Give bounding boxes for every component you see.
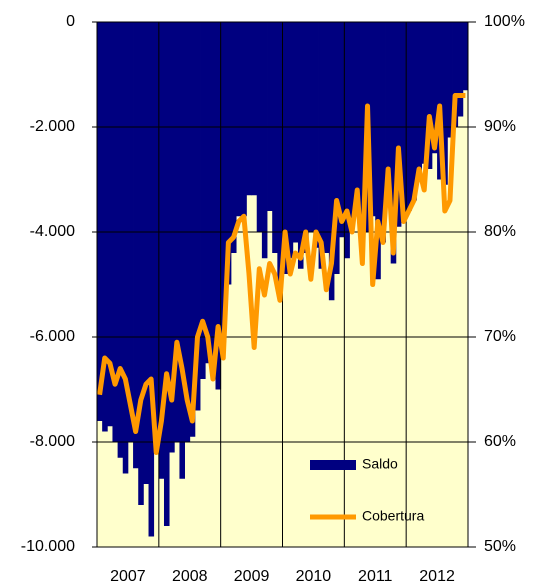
- bar: [452, 22, 459, 127]
- bar: [313, 22, 319, 248]
- bar: [359, 22, 366, 222]
- bar: [390, 22, 397, 264]
- x-tick-label: 2008: [172, 568, 208, 585]
- bar: [421, 22, 428, 164]
- y-tick-label: -4.000: [30, 223, 75, 240]
- bar: [375, 22, 381, 280]
- bar: [148, 22, 155, 537]
- y2-tick-label: 70%: [484, 328, 516, 345]
- bar: [97, 22, 103, 421]
- bar: [406, 22, 412, 211]
- bar: [251, 22, 258, 196]
- x-tick-label: 2011: [358, 568, 393, 585]
- bar: [210, 22, 216, 364]
- bar: [163, 22, 170, 526]
- bar: [261, 22, 268, 259]
- plot-frame: [96, 21, 469, 548]
- bar: [395, 22, 402, 227]
- bar: [416, 22, 423, 180]
- x-tick-label: 2010: [296, 568, 332, 585]
- y-tick-label: -10.000: [21, 538, 75, 555]
- bar: [241, 22, 247, 217]
- bar: [236, 22, 242, 217]
- bar: [447, 22, 453, 138]
- bar: [411, 22, 417, 201]
- bar: [117, 22, 124, 458]
- legend-label: Cobertura: [362, 508, 424, 524]
- bar: [153, 22, 160, 448]
- bar: [205, 22, 211, 364]
- bar: [200, 22, 206, 379]
- bar: [220, 22, 227, 343]
- y-tick-label: -8.000: [30, 433, 75, 450]
- y2-tick-label: 60%: [484, 433, 516, 450]
- bar: [158, 22, 165, 479]
- y-tick-label: -2.000: [30, 118, 75, 135]
- bar: [267, 22, 273, 211]
- bar: [225, 22, 232, 285]
- bar: [349, 22, 356, 222]
- x-tick-label: 2012: [419, 568, 455, 585]
- bar: [431, 22, 438, 154]
- y2-tick-label: 80%: [484, 223, 516, 240]
- bar: [282, 22, 289, 274]
- y2-tick-label: 100%: [484, 13, 525, 30]
- legend-label: Saldo: [362, 456, 398, 472]
- bar: [297, 22, 304, 269]
- bar: [339, 22, 345, 238]
- bar: [194, 22, 201, 411]
- bar: [143, 22, 149, 484]
- bar: [334, 22, 340, 274]
- bar: [230, 22, 237, 253]
- bar: [138, 22, 144, 505]
- bar: [442, 22, 448, 185]
- x-tick-label: 2009: [234, 568, 270, 585]
- bar: [401, 22, 407, 217]
- bar: [344, 22, 350, 259]
- y2-tick-label: 90%: [484, 118, 516, 135]
- bar: [215, 22, 222, 390]
- bar: [354, 22, 361, 211]
- bar: [179, 22, 185, 479]
- bar: [462, 22, 469, 91]
- bar: [437, 22, 443, 180]
- legend-swatch: [310, 460, 356, 470]
- bar: [292, 22, 299, 243]
- bar: [323, 22, 330, 253]
- bar: [107, 22, 113, 427]
- bar: [380, 22, 386, 243]
- line: [97, 93, 466, 455]
- bar: [272, 22, 278, 253]
- bar: [287, 22, 294, 259]
- y-tick-label: -6.000: [30, 328, 75, 345]
- bar: [122, 22, 129, 474]
- bar: [457, 22, 464, 117]
- bar: [385, 22, 392, 206]
- y2-tick-label: 50%: [484, 538, 516, 555]
- bar: [189, 22, 196, 437]
- y-tick-label: 0: [66, 13, 75, 30]
- bar: [277, 22, 283, 290]
- bar: [426, 22, 433, 169]
- bar: [328, 22, 335, 301]
- bar: [303, 22, 309, 253]
- bar: [370, 22, 376, 217]
- bar: [246, 22, 252, 196]
- x-tick-label: 2007: [110, 568, 146, 585]
- bar: [102, 22, 108, 432]
- bar: [169, 22, 175, 453]
- bar: [318, 22, 325, 269]
- bar: [133, 22, 139, 469]
